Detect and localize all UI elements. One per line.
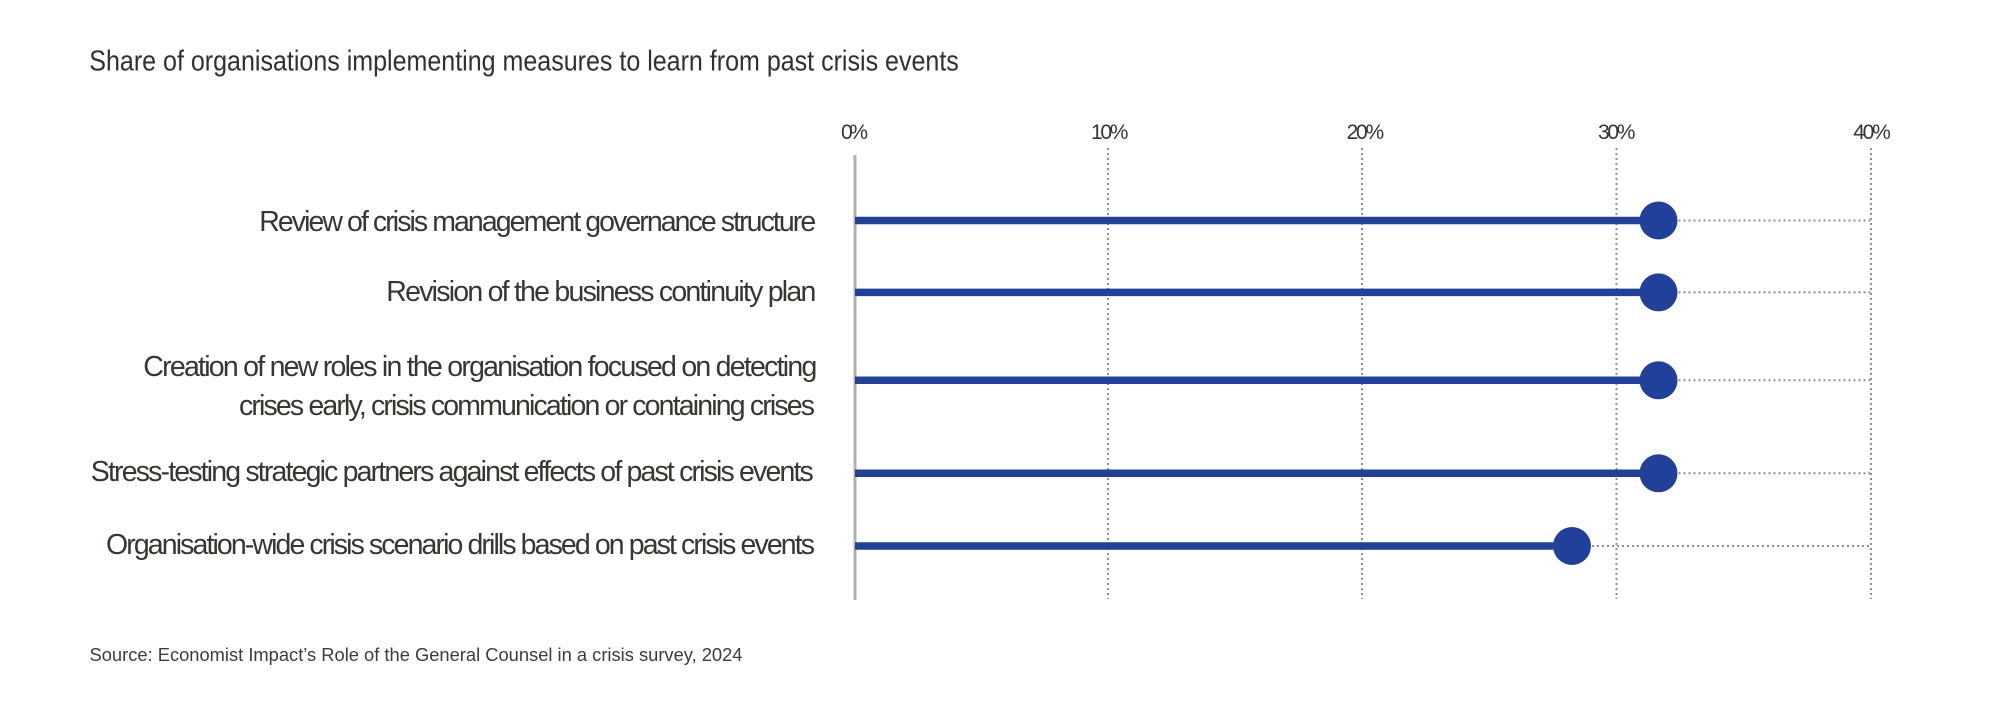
svg-text:Stress-testing strategic partn: Stress-testing strategic partners agains… xyxy=(91,456,814,488)
svg-text:10%: 10% xyxy=(1091,121,1129,144)
svg-text:30%: 30% xyxy=(1598,121,1636,144)
svg-text:Share of organisations impleme: Share of organisations implementing meas… xyxy=(89,44,959,76)
svg-text:20%: 20% xyxy=(1347,121,1385,144)
svg-text:40%: 40% xyxy=(1853,121,1891,144)
svg-text:0%: 0% xyxy=(841,121,868,144)
svg-text:Creation of new roles in the o: Creation of new roles in the organisatio… xyxy=(143,351,817,383)
svg-text:Source: Economist Impact’s Rol: Source: Economist Impact’s Role of the G… xyxy=(90,645,743,665)
svg-text:Revision of the business conti: Revision of the business continuity plan xyxy=(386,276,816,308)
svg-text:Organisation-wide crisis scena: Organisation-wide crisis scenario drills… xyxy=(106,529,815,561)
svg-text:crises early, crisis communica: crises early, crisis communication or co… xyxy=(239,390,815,422)
svg-text:Review of crisis management go: Review of crisis management governance s… xyxy=(259,206,816,238)
